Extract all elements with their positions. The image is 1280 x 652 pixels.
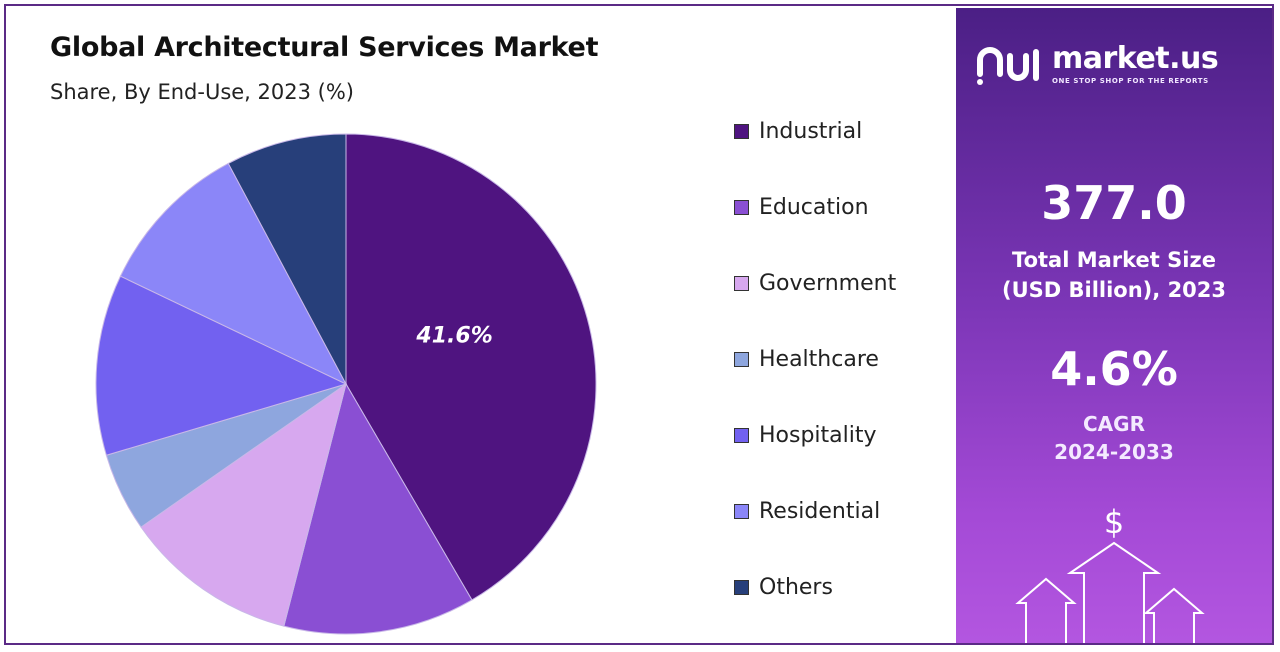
pie-slice-others — [227, 133, 347, 385]
legend-swatch — [734, 199, 749, 215]
legend-item-hospitality: Hospitality — [734, 418, 877, 452]
pie-slice-government — [140, 382, 347, 627]
legend-item-residential: Residential — [734, 494, 880, 528]
pie-slice-hospitality — [95, 275, 348, 456]
market-size-unit-label: (USD Billion), 2023 — [1001, 278, 1227, 302]
market-size-value: 377.0 — [1041, 176, 1187, 230]
cagr-value: 4.6% — [1050, 342, 1178, 396]
legend-swatch — [734, 503, 749, 519]
legend-swatch — [734, 123, 749, 139]
legend-label: Government — [759, 270, 897, 296]
pie-slice-residential — [119, 162, 348, 386]
summary-panel: market.us ONE STOP SHOP FOR THE REPORTS … — [956, 8, 1272, 643]
legend-swatch — [734, 351, 749, 367]
legend-item-others: Others — [734, 570, 833, 604]
pie-slice-industrial — [345, 133, 597, 601]
pie-slice-education — [283, 382, 473, 635]
cagr-period-label: 2024-2033 — [1054, 440, 1174, 464]
legend-swatch — [734, 427, 749, 443]
growth-arrows-icon: $ — [1015, 503, 1205, 643]
pie-chart: 41.6% — [95, 133, 597, 635]
legend-item-industrial: Industrial — [734, 114, 862, 148]
chart-subtitle: Share, By End-Use, 2023 (%) — [50, 80, 354, 104]
brand-tagline: ONE STOP SHOP FOR THE REPORTS — [1052, 76, 1209, 85]
legend-label: Healthcare — [759, 346, 879, 372]
data-label-industrial: 41.6% — [415, 324, 492, 349]
cagr-label: CAGR — [1083, 412, 1145, 436]
brand-name: market.us — [1052, 40, 1219, 76]
chart-title: Global Architectural Services Market — [50, 32, 599, 63]
dollar-icon: $ — [1104, 503, 1124, 541]
legend-label: Hospitality — [759, 422, 877, 448]
legend-item-government: Government — [734, 266, 896, 300]
legend-item-healthcare: Healthcare — [734, 342, 879, 376]
legend-swatch — [734, 579, 749, 595]
brand-logo: market.us ONE STOP SHOP FOR THE REPORTS — [976, 40, 1219, 86]
legend-label: Others — [759, 574, 833, 600]
legend-label: Residential — [759, 498, 881, 524]
legend-item-education: Education — [734, 190, 869, 224]
market-size-label: Total Market Size — [1012, 248, 1216, 272]
legend-label: Industrial — [759, 118, 863, 144]
market-us-logo-icon — [977, 47, 1039, 85]
legend-label: Education — [759, 194, 869, 220]
legend-swatch — [734, 275, 749, 291]
